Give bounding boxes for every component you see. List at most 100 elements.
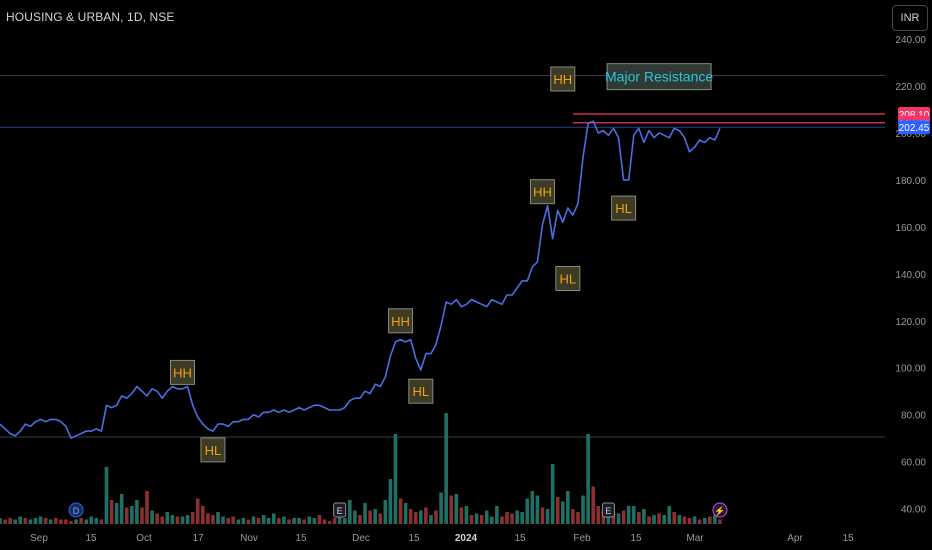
volume-bar [368, 510, 372, 524]
volume-bar [373, 509, 377, 524]
pivot-label: HH [533, 185, 552, 200]
event-markers: D E E ⚡ [68, 502, 728, 518]
x-tick-label: 15 [842, 533, 854, 544]
volume-bar [459, 507, 464, 524]
price-tags: 208.10204.35202.45 [898, 106, 930, 135]
volume-bar [155, 513, 159, 524]
volume-bar [216, 512, 220, 524]
resistance-label-box [606, 63, 712, 91]
x-tick-label: 17 [192, 533, 204, 544]
volume-bar [84, 519, 88, 524]
pivot-label-box [408, 378, 434, 404]
x-tick-label: Feb [573, 533, 591, 544]
volume-bar [469, 515, 474, 524]
volume-bar [403, 503, 408, 524]
pivot-label: HH [553, 72, 572, 87]
pivot-label: HL [205, 443, 222, 458]
y-tick-label: 60.00 [901, 458, 926, 469]
volume-bar [211, 515, 215, 524]
volume-bar [642, 509, 646, 524]
pivot-label-box [388, 308, 414, 334]
annotations: HH HL HH HL HH HL HH HL Major Resistance [170, 63, 713, 463]
price-series [0, 120, 721, 439]
volume-bar [236, 519, 241, 524]
volume-bar [657, 513, 661, 524]
volume-bar [99, 519, 104, 524]
price-tag [898, 120, 930, 135]
volume-bar [616, 513, 621, 524]
volume-bar [454, 494, 459, 524]
y-tick-label: 200.00 [895, 129, 926, 140]
volume-bar [550, 464, 555, 524]
volume-bar [190, 512, 195, 524]
volume-bar [586, 434, 590, 524]
volume-bar [201, 506, 205, 524]
volume-bar [667, 506, 672, 524]
price-tag-label: 208.10 [899, 110, 930, 121]
volume-bar [160, 516, 165, 524]
volume-bar [702, 518, 707, 524]
volume-bar [515, 510, 519, 524]
volume-bar [322, 519, 327, 524]
volume-bar [170, 515, 175, 524]
x-tick-label: 15 [630, 533, 642, 544]
volume-bar [119, 494, 124, 524]
volume-bar [464, 506, 469, 524]
volume-bar [424, 507, 428, 524]
pivot-label-box [611, 195, 637, 221]
volume-bar [682, 516, 687, 524]
volume-bar [48, 519, 53, 524]
volume-bar [307, 516, 312, 524]
volume-bar [94, 518, 99, 524]
volume-bar [429, 515, 433, 524]
volume-bar [140, 507, 144, 524]
volume-bar [38, 516, 43, 524]
volume-bar [388, 479, 393, 524]
volume-bar [135, 500, 139, 524]
volume-bar [626, 506, 631, 524]
volume-bar [571, 509, 575, 524]
pivot-label: HL [560, 272, 577, 287]
currency-button[interactable]: INR [892, 5, 928, 31]
volume-bar [175, 516, 180, 524]
volume-bar [185, 515, 190, 524]
volume-bar [581, 495, 585, 524]
dividend-icon [68, 502, 84, 518]
x-tick-label: Sep [30, 533, 48, 544]
volume-bar [282, 516, 286, 524]
y-tick-label: 240.00 [895, 35, 926, 46]
volume-bar [692, 516, 697, 524]
volume-bar [713, 515, 717, 524]
volume-bar [150, 510, 154, 524]
volume-bar [206, 513, 210, 524]
x-tick-label: 15 [408, 533, 420, 544]
volume-bar [0, 518, 2, 524]
volume-bar [672, 512, 677, 524]
volume-bar [413, 512, 418, 524]
volume-bar [287, 519, 291, 524]
lightning-icon [712, 502, 728, 518]
volume-bar [510, 513, 514, 524]
volume-bar [383, 500, 388, 524]
volume-bar [33, 518, 38, 524]
volume-bar [221, 516, 225, 524]
volume-bar [505, 512, 509, 524]
volume-bar [378, 513, 383, 524]
y-tick-label: 120.00 [895, 317, 926, 328]
volume-bar [332, 518, 337, 524]
volume-bar [637, 512, 641, 524]
volume-bar [109, 500, 114, 524]
event-glyph: E [337, 506, 343, 516]
volume-bar [337, 516, 342, 524]
volume-bar [606, 515, 611, 524]
volume-bar [256, 518, 261, 524]
volume-bar [69, 521, 73, 524]
volume-bar [591, 486, 595, 524]
volume-bar [79, 518, 83, 524]
pivot-label: HH [173, 365, 192, 380]
volume-bar [484, 510, 489, 524]
volume-bar [64, 519, 68, 524]
volume-bar [449, 495, 454, 524]
volume-bar [13, 519, 18, 524]
